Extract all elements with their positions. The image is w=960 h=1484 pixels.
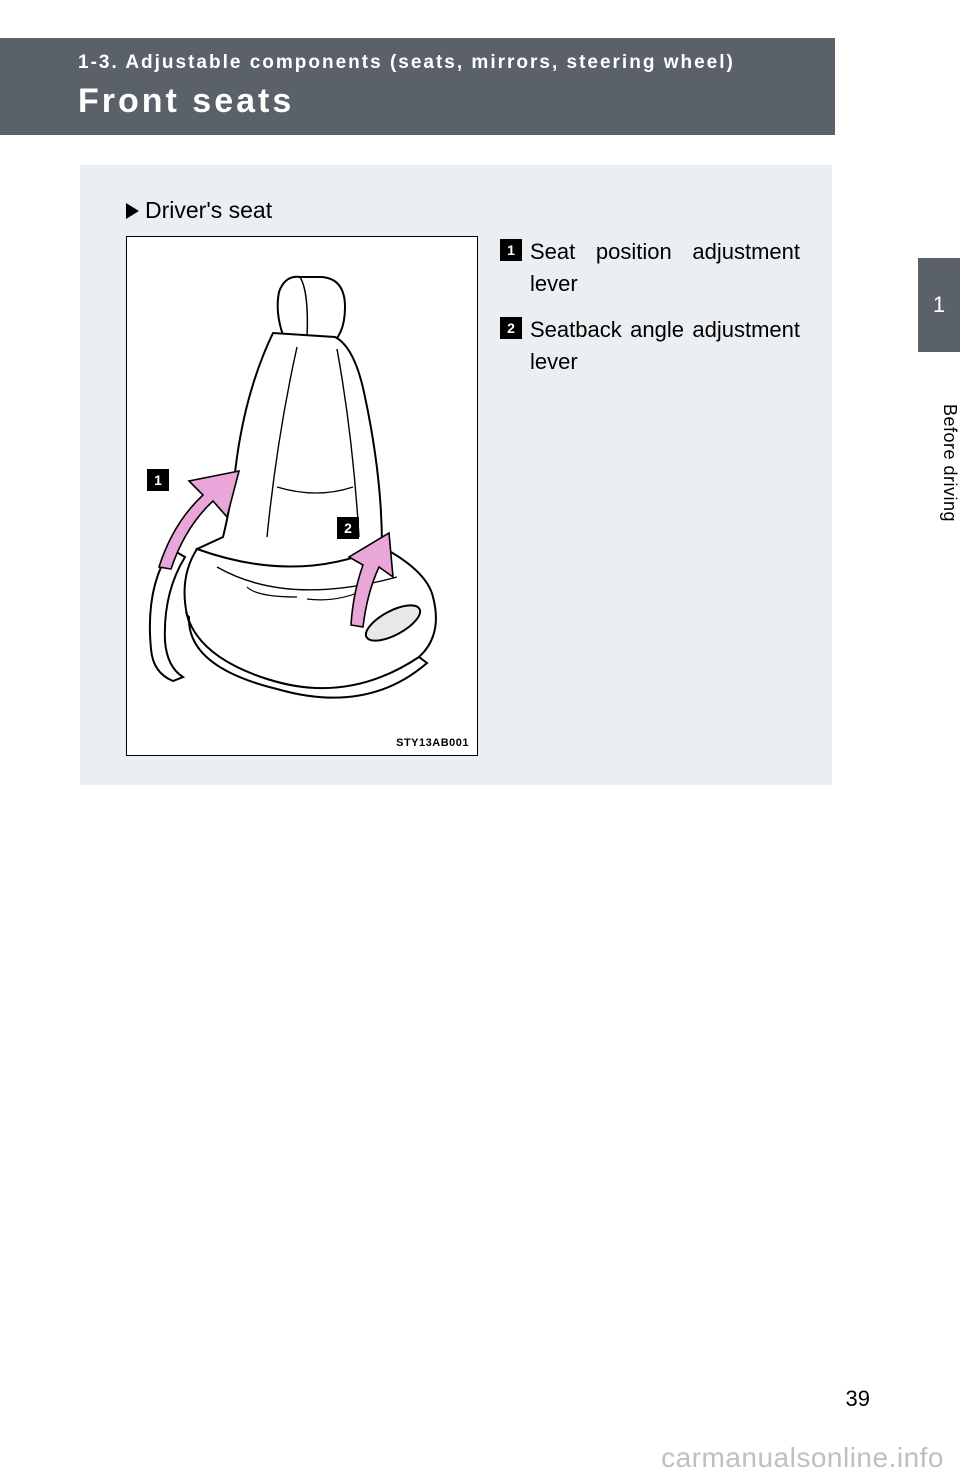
callout-column: 1 Seat position adjustment lever 2 Seatb… xyxy=(478,236,800,392)
triangle-bullet-icon xyxy=(126,203,139,219)
figure-code: STY13AB001 xyxy=(396,737,469,749)
content-box: Driver's seat xyxy=(80,165,832,785)
callout-badge-2: 2 xyxy=(500,317,522,339)
page-title: Front seats xyxy=(78,82,835,121)
watermark: carmanualsonline.info xyxy=(661,1442,944,1474)
seat-figure: 1 2 STY13AB001 xyxy=(126,236,478,756)
subheading-text: Driver's seat xyxy=(145,197,272,224)
callout-badge-1: 1 xyxy=(500,239,522,261)
header-band: 1-3. Adjustable components (seats, mirro… xyxy=(0,38,835,135)
page-number: 39 xyxy=(846,1386,870,1412)
callout-item: 2 Seatback angle adjustment lever xyxy=(500,314,800,378)
side-chapter-label: Before driving xyxy=(918,378,960,548)
subheading-row: Driver's seat xyxy=(126,197,800,224)
figure-badge-2: 2 xyxy=(337,517,359,539)
section-label: 1-3. Adjustable components (seats, mirro… xyxy=(78,52,835,74)
seat-illustration-svg xyxy=(127,237,479,757)
callout-item: 1 Seat position adjustment lever xyxy=(500,236,800,300)
figure-badge-1: 1 xyxy=(147,469,169,491)
figure-row: 1 2 STY13AB001 1 Seat position adjustmen… xyxy=(126,236,800,756)
callout-text-2: Seatback angle adjustment lever xyxy=(522,314,800,378)
side-chapter-tab: 1 xyxy=(918,258,960,352)
callout-text-1: Seat position adjustment lever xyxy=(522,236,800,300)
